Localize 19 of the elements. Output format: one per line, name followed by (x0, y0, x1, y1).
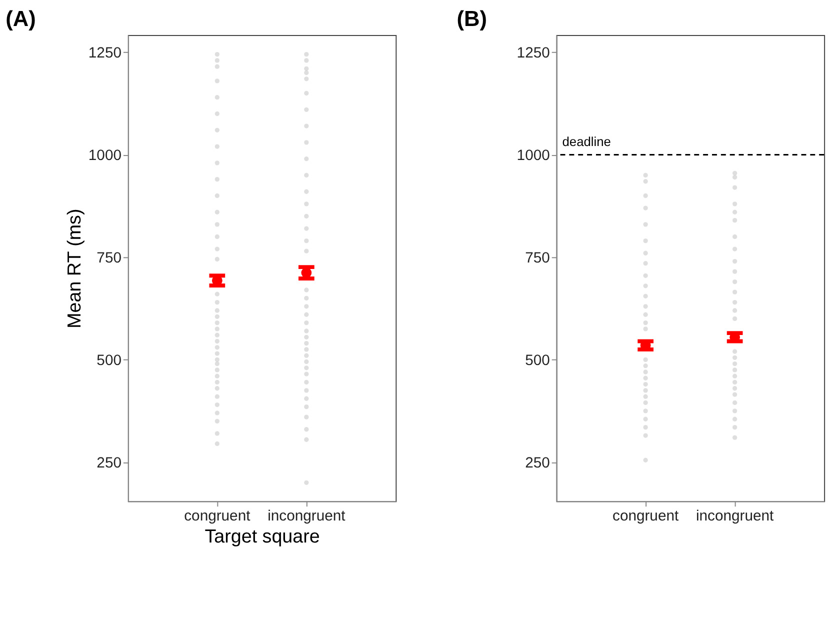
y-tick-label: 250 (96, 456, 122, 472)
y-axis-title: Mean RT (ms) (63, 208, 84, 328)
x-tick-label: incongruent (696, 508, 774, 524)
ref-line-label: deadline (562, 134, 611, 149)
y-tick-label: 750 (96, 250, 122, 267)
x-tick-label: congruent (184, 508, 252, 524)
y-tick-label: 1000 (516, 148, 550, 164)
x-axis-title: Target square (204, 525, 320, 546)
y-tick-label: 1000 (88, 148, 122, 164)
x-tick-label: incongruent (268, 508, 346, 524)
y-tick-label: 500 (96, 353, 122, 370)
chart-title: (A) (6, 6, 36, 32)
y-tick-label: 500 (525, 353, 550, 370)
y-tick-label: 1250 (516, 46, 550, 62)
y-tick-label: 250 (525, 456, 550, 472)
y-tick-label: 1250 (88, 46, 122, 62)
y-tick-label: 750 (525, 250, 550, 267)
x-tick-label: congruent (612, 508, 680, 524)
chart-title: (B) (456, 6, 488, 32)
